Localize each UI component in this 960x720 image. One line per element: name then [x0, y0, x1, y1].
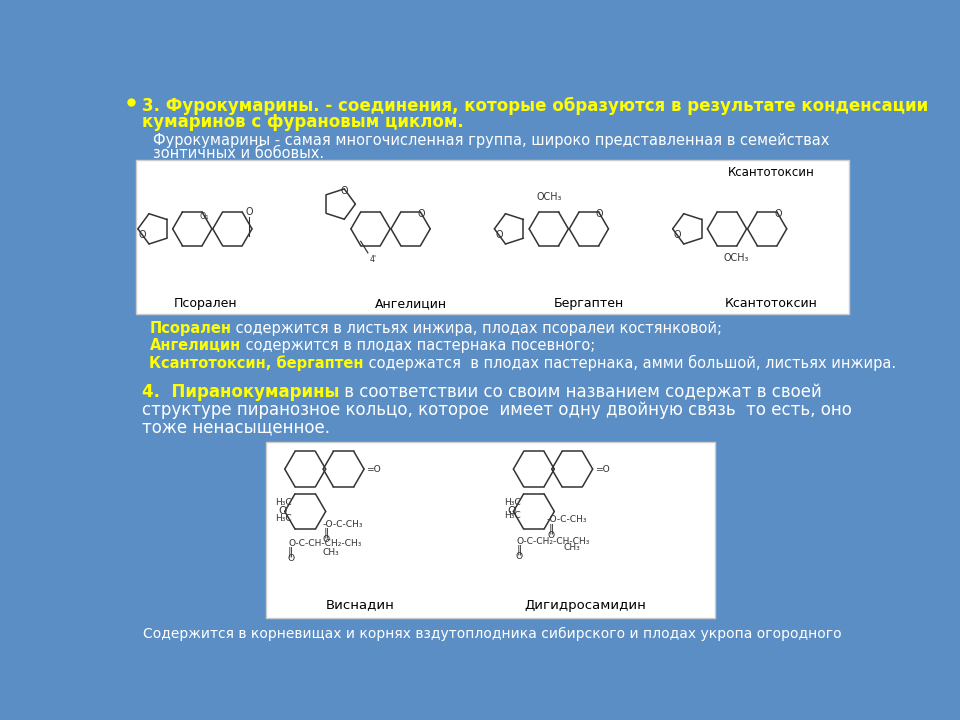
Text: тоже ненасыщенное.: тоже ненасыщенное. [142, 418, 329, 436]
Text: O: O [774, 209, 781, 219]
FancyBboxPatch shape [135, 161, 849, 315]
Text: содержатся  в плодах пастернака, амми большой, листьях инжира.: содержатся в плодах пастернака, амми бол… [364, 355, 896, 372]
Text: Псорален: Псорален [174, 297, 237, 310]
Text: Бергаптен: Бергаптен [554, 297, 624, 310]
Text: O: O [495, 230, 503, 240]
Text: O: O [341, 186, 348, 197]
Text: Фурокумарины - самая многочисленная группа, широко представленная в семействах: Фурокумарины - самая многочисленная груп… [153, 132, 828, 148]
Text: Ангелицин: Ангелицин [374, 297, 446, 310]
Text: CH₃: CH₃ [564, 544, 581, 552]
Text: Виснадин: Виснадин [325, 598, 395, 611]
Text: содержится в плодах пастернака посевного;: содержится в плодах пастернака посевного… [241, 338, 595, 354]
Text: O: O [278, 506, 287, 516]
Text: O₁: O₁ [199, 212, 208, 221]
Text: O-С-CH₂-СH-CH₃: O-С-CH₂-СH-CH₃ [516, 536, 590, 546]
Text: O: O [287, 554, 295, 563]
Text: H₃C: H₃C [504, 498, 520, 508]
Text: 3. Фурокумарины. - соединения, которые образуются в результате конденсации: 3. Фурокумарины. - соединения, которые о… [142, 97, 928, 115]
Text: O: O [547, 531, 555, 540]
Text: -O-С-CH₃: -O-С-CH₃ [546, 516, 588, 524]
Text: CH₃: CH₃ [323, 548, 339, 557]
Text: 4.  Пиранокумарины: 4. Пиранокумарины [142, 383, 339, 401]
Text: O: O [246, 207, 253, 217]
Text: содержится в листьях инжира, плодах псоралеи костянковой;: содержится в листьях инжира, плодах псор… [231, 321, 723, 336]
Text: -O-С-CH₃: -O-С-CH₃ [323, 520, 363, 528]
Text: 4': 4' [370, 255, 376, 264]
Text: H₃C: H₃C [276, 498, 292, 508]
Text: O: O [139, 230, 147, 240]
Text: Ксантотоксин: Ксантотоксин [725, 297, 817, 310]
Text: O-С-СH-CH₂-CH₃: O-С-СH-CH₂-CH₃ [288, 539, 362, 548]
Text: Дигидросамидин: Дигидросамидин [524, 598, 646, 611]
Text: O: O [507, 506, 516, 516]
Text: OCH₃: OCH₃ [536, 192, 562, 202]
Text: структуре пиранозное кольцо, которое  имеет одну двойную связь  то есть, оно: структуре пиранозное кольцо, которое име… [142, 400, 852, 418]
Text: =O: =O [366, 464, 381, 474]
Text: Ангелицин: Ангелицин [150, 338, 241, 354]
Text: H₃C: H₃C [276, 513, 292, 523]
Text: O: O [674, 230, 682, 240]
Text: в соответствии со своим названием содержат в своей: в соответствии со своим названием содерж… [339, 383, 822, 401]
Text: зонтичных и бобовых.: зонтичных и бобовых. [153, 146, 324, 161]
Text: O: O [516, 552, 523, 561]
Text: Псорален: Псорален [150, 321, 231, 336]
Text: Ксантотоксин, бергаптен: Ксантотоксин, бергаптен [150, 355, 364, 371]
Text: ‖: ‖ [548, 523, 554, 534]
Text: ‖: ‖ [288, 547, 294, 557]
Text: ‖: ‖ [324, 527, 329, 538]
Text: =O: =O [594, 464, 610, 474]
Text: O: O [418, 209, 425, 219]
Text: O: O [596, 209, 604, 219]
Text: ‖: ‖ [516, 544, 522, 555]
Text: Содержится в корневищах и корнях вздутоплодника сибирского и плодах укропа огоро: Содержится в корневищах и корнях вздутоп… [143, 627, 841, 641]
Text: O: O [323, 535, 330, 544]
FancyBboxPatch shape [266, 442, 715, 618]
Text: Ксантотоксин: Ксантотоксин [728, 166, 814, 179]
Text: кумаринов с фурановым циклом.: кумаринов с фурановым циклом. [142, 113, 464, 131]
Text: OCH₃: OCH₃ [723, 253, 749, 263]
Text: H₃C: H₃C [504, 511, 520, 520]
